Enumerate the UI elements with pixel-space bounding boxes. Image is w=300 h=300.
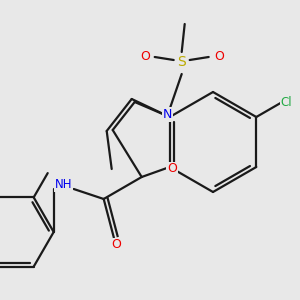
Text: S: S (177, 55, 186, 69)
Text: O: O (214, 50, 224, 64)
Text: Cl: Cl (281, 97, 292, 110)
Text: O: O (167, 163, 177, 176)
Text: N: N (163, 107, 172, 121)
Text: O: O (111, 238, 121, 251)
Text: O: O (140, 50, 150, 64)
Text: NH: NH (55, 178, 72, 191)
